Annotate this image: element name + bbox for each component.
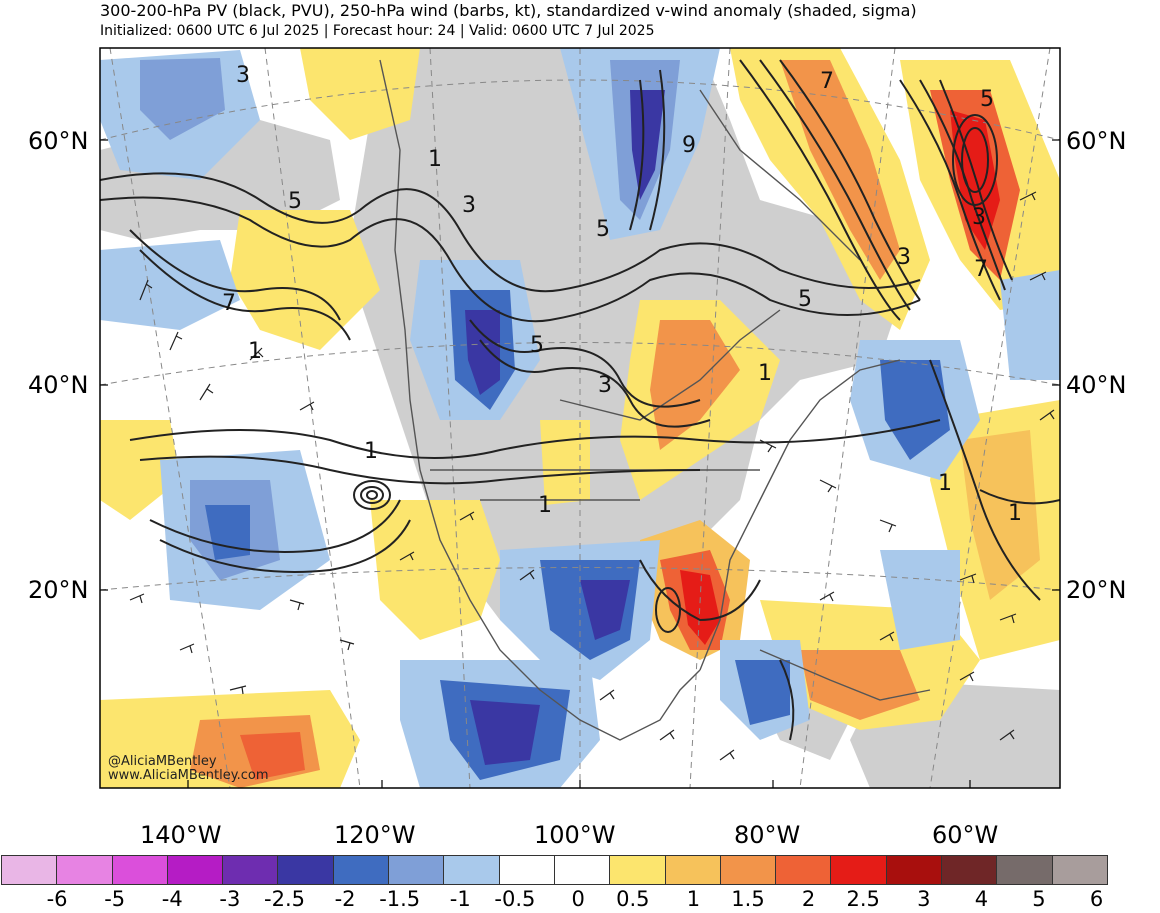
pv-contours <box>100 59 1060 741</box>
colorbar-tick-label: 6 <box>1089 887 1104 911</box>
colorbar-cell <box>1 855 58 885</box>
pv-contour-labels: 3 1 9 5 7 3 5 5 3 7 3 1 5 3 1 1 1 1 7 5 … <box>222 63 1022 526</box>
colorbar-cell <box>498 855 555 885</box>
colorbar-tick-label: 0 <box>571 887 585 911</box>
colorbar-tick-label: 2.5 <box>846 887 880 911</box>
contour-label: 7 <box>974 257 988 282</box>
contour-label: 3 <box>897 245 911 270</box>
colorbar-cell <box>443 855 500 885</box>
colorbar-cell <box>553 855 611 885</box>
contour-label: 1 <box>758 361 772 386</box>
colorbar-tick-label: 3 <box>917 887 931 911</box>
lat-label-20n-left: 20°N <box>28 576 89 604</box>
colorbar-tick-label: -1 <box>449 887 471 911</box>
contour-label: 9 <box>682 133 696 158</box>
negative-anomaly-shading <box>100 48 1060 788</box>
colorbar-cell <box>775 855 832 885</box>
colorbar-tick-label: 1 <box>686 887 701 911</box>
lat-label-40n-right: 40°N <box>1066 371 1127 399</box>
lon-label-100w: 100°W <box>534 821 616 849</box>
contour-label: 5 <box>980 87 994 112</box>
lat-label-60n-right: 60°N <box>1066 127 1127 155</box>
colorbar-cell <box>1051 855 1108 885</box>
contour-label: 1 <box>538 493 552 518</box>
colorbar-tick-label: -2 <box>334 887 356 911</box>
contour-label: 7 <box>820 69 834 94</box>
colorbar-cell <box>56 855 113 885</box>
colorbar-cell <box>941 855 998 885</box>
contour-label: 5 <box>596 217 610 242</box>
map-ticks <box>100 139 1060 788</box>
contour-label: 3 <box>598 373 612 398</box>
colorbar-cell <box>830 855 887 885</box>
lon-label-80w: 80°W <box>734 821 801 849</box>
credit-handle: @AliciaMBentley <box>108 754 217 769</box>
colorbar-tick-label: -0.5 <box>494 887 536 911</box>
colorbar-cell <box>885 855 943 885</box>
colorbar-cell <box>609 855 666 885</box>
contour-label: 1 <box>248 339 262 364</box>
contour-label: 1 <box>1008 501 1022 526</box>
credit-website: www.AliciaMBentley.com <box>108 768 269 783</box>
lon-label-120w: 120°W <box>334 821 416 849</box>
colorbar-tick-label: 5 <box>1032 887 1046 911</box>
colorbar-tick-label: -4 <box>161 887 183 911</box>
colorbar-tick-label: 1.5 <box>731 887 765 911</box>
colorbar-cell <box>719 855 777 885</box>
map-title: 300-200-hPa PV (black, PVU), 250-hPa win… <box>100 1 917 20</box>
contour-label: 7 <box>222 291 236 316</box>
colorbar-cell <box>996 855 1053 885</box>
contour-label: 1 <box>364 439 378 464</box>
colorbar-tick-label: -2.5 <box>264 887 305 911</box>
contour-label: 3 <box>972 205 986 230</box>
lat-label-60n-left: 60°N <box>28 127 89 155</box>
colorbar <box>1 855 1108 885</box>
colorbar-cell <box>111 855 168 885</box>
lat-label-40n-left: 40°N <box>28 371 89 399</box>
lon-label-60w: 60°W <box>932 821 999 849</box>
colorbar-cell <box>277 855 334 885</box>
colorbar-tick-label: -1.5 <box>379 887 421 911</box>
colorbar-tick-label: 2 <box>801 887 816 911</box>
colorbar-tick-label: -3 <box>219 887 241 911</box>
lon-label-140w: 140°W <box>140 821 222 849</box>
contour-label: 1 <box>428 147 442 172</box>
contour-label: 3 <box>462 193 476 218</box>
contour-label: 5 <box>530 333 544 358</box>
colorbar-cell <box>166 855 224 885</box>
lat-label-20n-right: 20°N <box>1066 576 1127 604</box>
colorbar-cell <box>388 855 445 885</box>
colorbar-cell <box>332 855 390 885</box>
map-subtitle: Initialized: 0600 UTC 6 Jul 2025 | Forec… <box>100 23 655 39</box>
contour-label: 5 <box>288 189 302 214</box>
colorbar-cell <box>664 855 721 885</box>
wind-barbs <box>129 191 1055 761</box>
contour-label: 5 <box>798 287 812 312</box>
colorbar-tick-label: 4 <box>974 887 989 911</box>
colorbar-tick-label: 0.5 <box>616 887 650 911</box>
coastlines <box>379 59 931 741</box>
colorbar-tick-label: -6 <box>46 887 68 911</box>
graticule <box>100 48 1060 788</box>
colorbar-cell <box>222 855 279 885</box>
contour-label: 1 <box>938 471 952 496</box>
contour-label: 3 <box>236 63 250 88</box>
colorbar-tick-label: -5 <box>104 887 126 911</box>
